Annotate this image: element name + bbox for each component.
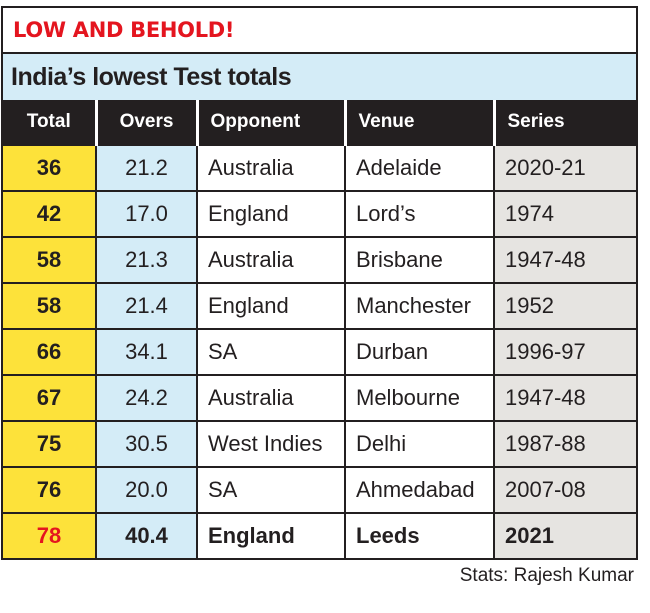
cell-venue: Leeds — [344, 512, 494, 558]
cell-series: 1996-97 — [493, 328, 636, 375]
cell-overs: 24.2 — [95, 374, 197, 421]
kicker-title: LOW AND BEHOLD! — [3, 8, 636, 54]
column-header-venue: Venue — [343, 100, 494, 145]
cell-total: 58 — [3, 236, 96, 283]
cell-overs: 21.2 — [95, 144, 197, 191]
column-header-opponent: Opponent — [195, 100, 345, 145]
cell-total: 36 — [3, 144, 96, 191]
cell-opponent: Australia — [196, 374, 345, 421]
cell-opponent: Australia — [196, 236, 345, 283]
table-row: 42 17.0 England Lord’s 1974 — [3, 190, 636, 237]
cell-overs: 34.1 — [95, 328, 197, 375]
cell-overs: 17.0 — [95, 190, 197, 237]
cell-series: 1952 — [493, 282, 636, 329]
cell-opponent: England — [196, 512, 345, 558]
cell-total: 75 — [3, 420, 96, 467]
table-title: India’s lowest Test totals — [3, 54, 636, 100]
cell-venue: Manchester — [344, 282, 494, 329]
header-row: Total Overs Opponent Venue Series — [3, 100, 636, 145]
cell-series: 1974 — [493, 190, 636, 237]
cell-overs: 40.4 — [95, 512, 197, 558]
cell-series: 1987-88 — [493, 420, 636, 467]
table-row: 58 21.3 Australia Brisbane 1947-48 — [3, 236, 636, 283]
table-row: 76 20.0 SA Ahmedabad 2007-08 — [3, 466, 636, 513]
table-row: 66 34.1 SA Durban 1996-97 — [3, 328, 636, 375]
lowest-totals-table: Total Overs Opponent Venue Series 36 21.2 Aust… — [3, 100, 636, 558]
cell-venue: Durban — [344, 328, 494, 375]
cell-series: 1947-48 — [493, 374, 636, 421]
column-header-series: Series — [492, 100, 636, 145]
cell-venue: Brisbane — [344, 236, 494, 283]
cell-opponent: Australia — [196, 144, 345, 191]
cell-venue: Adelaide — [344, 144, 494, 191]
cell-total: 76 — [3, 466, 96, 513]
cell-total: 67 — [3, 374, 96, 421]
cell-total: 66 — [3, 328, 96, 375]
cell-series: 2021 — [493, 512, 636, 558]
cell-venue: Melbourne — [344, 374, 494, 421]
cell-total: 58 — [3, 282, 96, 329]
table-row: 36 21.2 Australia Adelaide 2020-21 — [3, 144, 636, 191]
cell-series: 2007-08 — [493, 466, 636, 513]
cell-overs: 30.5 — [95, 420, 197, 467]
cell-opponent: England — [196, 190, 345, 237]
cell-opponent: SA — [196, 466, 345, 513]
table-row: 67 24.2 Australia Melbourne 1947-48 — [3, 374, 636, 421]
cell-opponent: SA — [196, 328, 345, 375]
cell-overs: 21.3 — [95, 236, 197, 283]
column-header-overs: Overs — [94, 100, 197, 145]
cell-venue: Lord’s — [344, 190, 494, 237]
cell-overs: 21.4 — [95, 282, 197, 329]
cell-series: 1947-48 — [493, 236, 636, 283]
cell-opponent: England — [196, 282, 345, 329]
cell-overs: 20.0 — [95, 466, 197, 513]
credit-text: Stats: Rajesh Kumar — [459, 565, 634, 586]
table-row: 58 21.4 England Manchester 1952 — [3, 282, 636, 329]
table-row: 78 40.4 England Leeds 2021 — [3, 512, 636, 558]
column-header-total: Total — [3, 100, 96, 145]
cell-venue: Delhi — [344, 420, 494, 467]
cell-series: 2020-21 — [493, 144, 636, 191]
table-row: 75 30.5 West Indies Delhi 1987-88 — [3, 420, 636, 467]
cell-total: 42 — [3, 190, 96, 237]
infographic-frame: LOW AND BEHOLD! India’s lowest Test tota… — [1, 6, 638, 560]
cell-total: 78 — [3, 512, 96, 558]
cell-opponent: West Indies — [196, 420, 345, 467]
cell-venue: Ahmedabad — [344, 466, 494, 513]
